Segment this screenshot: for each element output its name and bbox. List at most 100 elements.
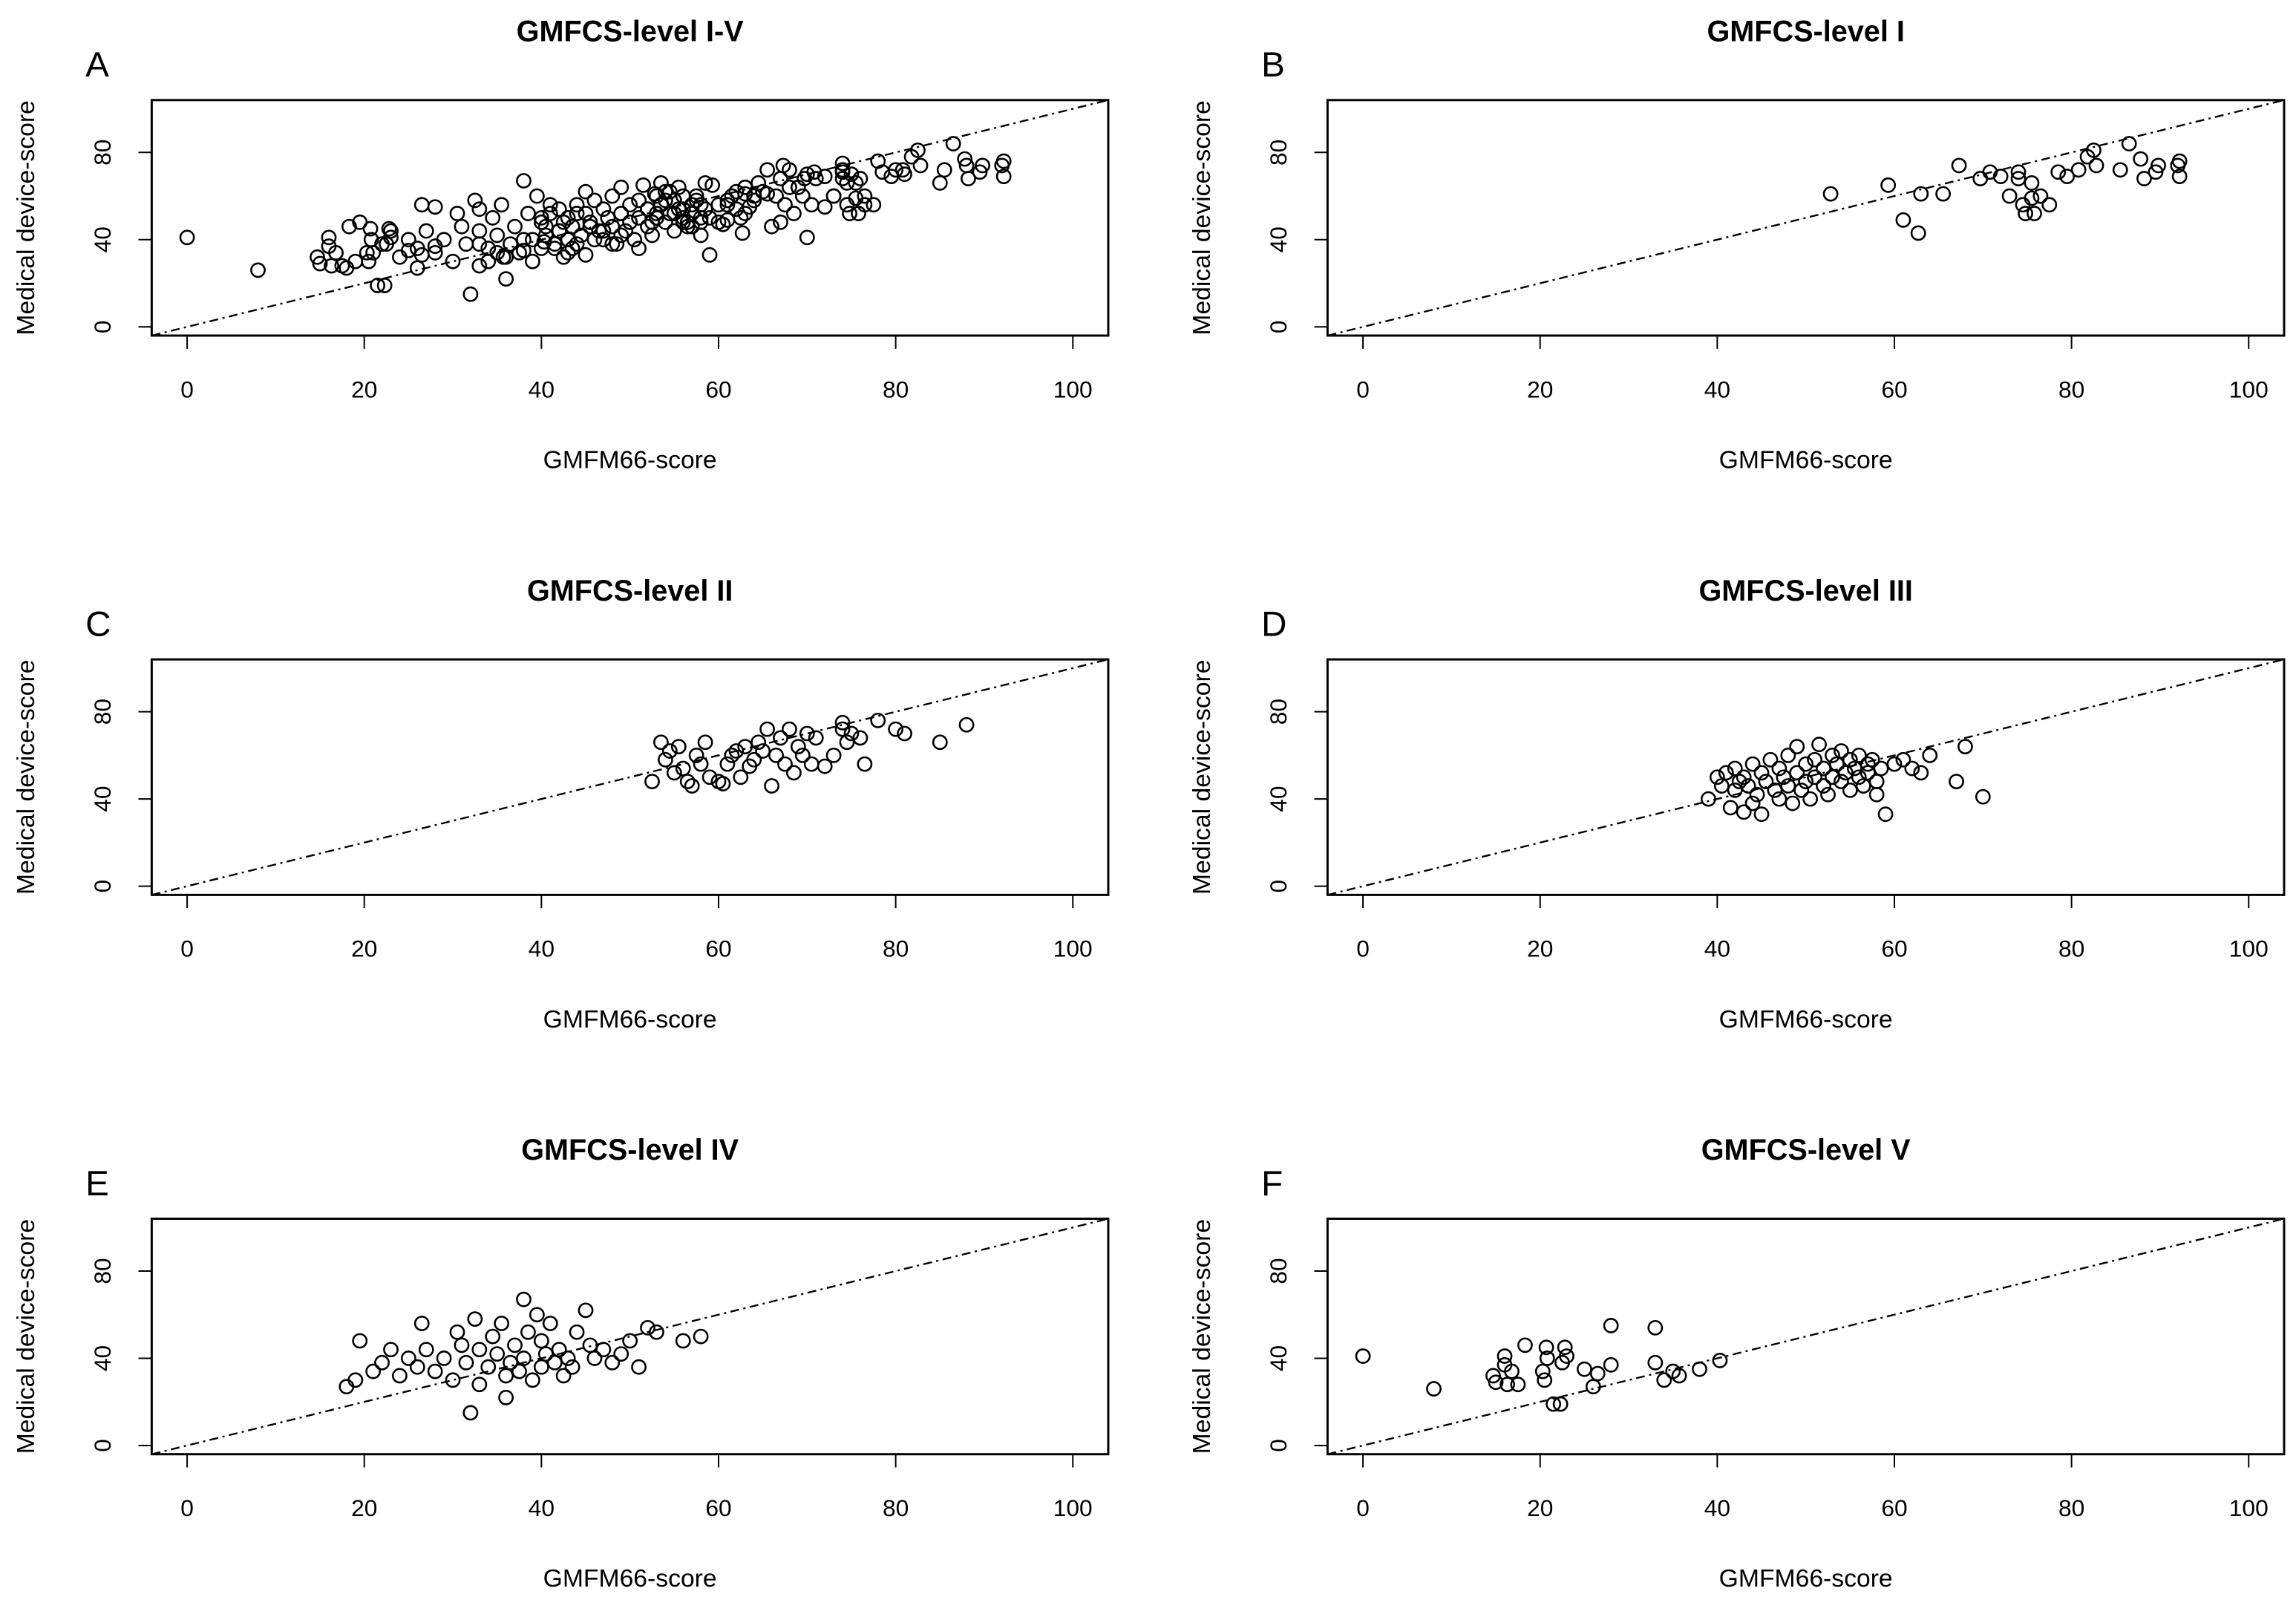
x-tick-label: 80 xyxy=(2058,935,2084,962)
y-tick-label: 40 xyxy=(1265,1345,1292,1371)
data-point xyxy=(467,192,483,209)
data-point xyxy=(825,747,842,763)
data-point xyxy=(1904,760,1920,777)
data-point xyxy=(362,221,379,237)
data-point xyxy=(613,179,629,195)
y-tick-label: 40 xyxy=(89,226,116,252)
panel-e: GMFCS-level IV E 0 20 40 60 80 100 0 40 80 GMFM66-s… xyxy=(12,1134,1110,1593)
data-point xyxy=(578,246,594,263)
x-tick-label: 60 xyxy=(705,376,731,402)
data-point xyxy=(958,157,975,174)
data-point xyxy=(413,197,430,213)
data-point xyxy=(1749,786,1765,803)
data-point xyxy=(631,241,647,256)
data-point xyxy=(471,258,488,274)
data-point xyxy=(1873,760,1889,777)
data-point xyxy=(724,747,740,763)
data-point xyxy=(1816,760,1831,777)
data-point xyxy=(529,1307,545,1323)
data-point xyxy=(365,1363,382,1379)
data-point xyxy=(1771,760,1788,777)
data-point xyxy=(1833,774,1849,790)
data-point xyxy=(1722,800,1739,816)
y-tick-label: 80 xyxy=(1265,699,1292,725)
data-point xyxy=(1355,1348,1371,1364)
data-point xyxy=(449,1324,465,1340)
data-point xyxy=(1922,747,1938,763)
data-point xyxy=(675,210,691,226)
x-tick-label: 40 xyxy=(529,376,555,402)
data-point xyxy=(746,751,762,768)
data-point xyxy=(2086,142,2102,158)
data-point xyxy=(582,1337,598,1353)
data-point xyxy=(471,201,488,218)
data-point xyxy=(728,743,745,759)
data-point xyxy=(701,769,718,786)
data-point xyxy=(494,1316,510,1331)
panel-d: GMFCS-level III D 0 20 40 60 80 100 0 40 80 GMFM66-… xyxy=(1188,575,2286,1033)
x-tick-label: 40 xyxy=(1704,935,1730,962)
data-point xyxy=(750,734,767,751)
data-point xyxy=(866,197,882,213)
data-point xyxy=(657,214,673,230)
panel-title: GMFCS-level III xyxy=(1698,575,1912,607)
data-point xyxy=(1712,1352,1728,1368)
data-point xyxy=(1864,751,1880,768)
data-point xyxy=(728,183,745,200)
x-tick-label: 0 xyxy=(180,1495,194,1521)
data-point xyxy=(2121,136,2137,151)
y-tick-label: 80 xyxy=(89,1258,116,1284)
data-point xyxy=(361,253,377,270)
data-point xyxy=(1736,804,1752,820)
data-point xyxy=(582,214,598,230)
data-point xyxy=(498,271,514,287)
data-point xyxy=(1913,765,1929,781)
data-point xyxy=(704,177,721,193)
data-point xyxy=(1958,739,1973,755)
data-point xyxy=(957,151,973,167)
x-tick-label: 100 xyxy=(1053,935,1093,962)
data-point xyxy=(794,188,811,204)
data-point xyxy=(347,253,364,270)
plot-box xyxy=(150,1218,1110,1456)
panel-title: GMFCS-level V xyxy=(1701,1134,1911,1166)
data-point xyxy=(888,162,904,178)
data-point xyxy=(653,734,669,751)
data-point xyxy=(644,227,660,244)
data-point xyxy=(555,1368,572,1384)
x-tick-label: 80 xyxy=(883,376,909,402)
data-point xyxy=(400,1351,416,1366)
data-point xyxy=(533,1333,549,1349)
data-point xyxy=(697,201,713,218)
data-point xyxy=(1842,782,1858,798)
data-point xyxy=(551,223,567,239)
data-point xyxy=(321,229,337,246)
data-point xyxy=(2171,169,2188,185)
data-point xyxy=(1762,751,1779,768)
data-point xyxy=(2112,162,2128,178)
data-point xyxy=(1913,186,1929,202)
data-point xyxy=(759,162,776,178)
data-point xyxy=(755,743,771,759)
data-point xyxy=(932,734,948,751)
x-axis-label: GMFM66-score xyxy=(543,1564,717,1593)
data-point xyxy=(525,232,540,248)
data-point xyxy=(370,278,386,293)
data-point xyxy=(1517,1337,1533,1353)
data-point xyxy=(782,162,797,178)
panel-b: GMFCS-level I B 0 20 40 60 80 100 0 40 80 GMFM66-sc… xyxy=(1188,16,2286,474)
data-point xyxy=(644,774,660,790)
data-point xyxy=(604,188,621,204)
data-point xyxy=(613,1346,629,1362)
data-point xyxy=(2024,175,2040,191)
data-point xyxy=(1798,774,1814,790)
data-point xyxy=(852,730,869,746)
data-point xyxy=(604,1354,621,1371)
data-point xyxy=(1992,169,2009,185)
data-point xyxy=(839,175,855,191)
x-tick-label: 0 xyxy=(1356,935,1370,962)
data-point xyxy=(507,218,523,235)
data-point xyxy=(1868,774,1885,790)
data-point xyxy=(897,725,912,742)
panel-a: GMFCS-level I-V A 0 20 40 60 80 100 0 40 80 GMFM66-… xyxy=(12,16,1110,474)
